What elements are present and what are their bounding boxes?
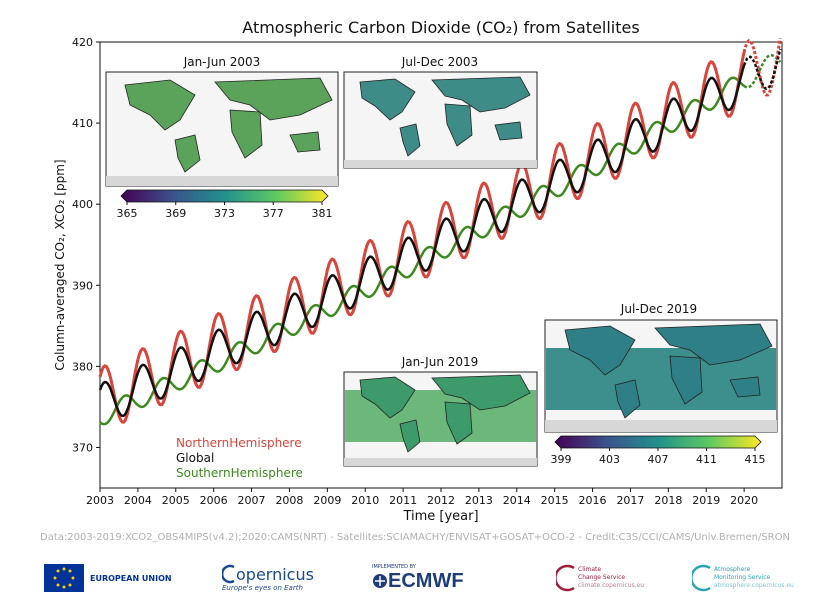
- y-tick-label: 390: [72, 279, 93, 292]
- copernicus-text: opernicus: [236, 564, 314, 584]
- x-tick-label: 2005: [162, 494, 190, 507]
- map-land: [359, 374, 531, 453]
- series-group: [98, 38, 782, 426]
- legend-entry-northern: NorthernHemisphere: [176, 436, 302, 450]
- legend-entry-southern: SouthernHemisphere: [176, 466, 303, 480]
- colorbar-tick-label: 369: [165, 207, 186, 220]
- legend-entry-global: Global: [176, 451, 214, 465]
- inset-title: Jan-Jun 2003: [183, 55, 261, 69]
- x-tick-label: 2014: [503, 494, 531, 507]
- x-tick-label: 2006: [200, 494, 228, 507]
- cams-line-1: Atmosphere: [714, 566, 751, 573]
- x-tick-label: 2004: [124, 494, 152, 507]
- legend: NorthernHemisphere Global SouthernHemisp…: [176, 436, 303, 480]
- colorbar-tick-label: 377: [263, 207, 284, 220]
- ecmwf-text: ECMWF: [388, 569, 464, 592]
- cams-line-2: Monitoring Service: [714, 574, 771, 581]
- series-line-nrt-global: [742, 48, 782, 91]
- y-tick-label: 420: [72, 36, 93, 49]
- cams-logo: Atmosphere Monitoring Service atmosphere…: [692, 556, 794, 600]
- y-axis-label: Column-averaged CO₂, XCO₂ [ppm]: [53, 159, 67, 370]
- x-tick-label: 2013: [465, 494, 493, 507]
- x-tick-label: 2011: [389, 494, 417, 507]
- colorbar-tick-label: 399: [551, 453, 572, 466]
- x-tick-label: 2007: [238, 494, 266, 507]
- inset-jan-jun-2019: Jan-Jun 2019: [343, 355, 538, 467]
- y-tick-label: 410: [72, 117, 93, 130]
- series-line-nrt-southernhemisphere: [743, 53, 782, 89]
- colorbar-tick-label: 415: [745, 453, 766, 466]
- colorbar-tick-label: 411: [696, 453, 717, 466]
- x-axis-label: Time [year]: [402, 509, 478, 524]
- colorbar-tick-label: 403: [599, 453, 620, 466]
- eu-logo: EUROPEAN UNION: [44, 556, 172, 600]
- colorbar-gradient: [120, 189, 329, 203]
- data-credit: Data:2003-2019:XCO2_OBS4MIPS(v4.2);2020:…: [40, 532, 790, 543]
- colorbar-gradient: [554, 435, 762, 449]
- colorbar-tick-label: 381: [312, 207, 333, 220]
- c3s-url: climate.copernicus.eu: [578, 582, 645, 589]
- inset-title: Jul-Dec 2003: [401, 55, 478, 69]
- ecmwf-logo: IMPLEMENTED BY ECMWF: [372, 556, 464, 600]
- x-tick-label: 2008: [275, 494, 303, 507]
- ecmwf-tagline: IMPLEMENTED BY: [372, 563, 416, 570]
- x-tick-label: 2016: [579, 494, 607, 507]
- x-tick-label: 2010: [351, 494, 379, 507]
- colorbar-2019: 399 403 407 411 415: [551, 435, 766, 466]
- map-antarctica: [106, 176, 338, 186]
- x-tick-label: 2012: [427, 494, 455, 507]
- c3s-line-1: Climate: [578, 566, 602, 573]
- chart-title: Atmospheric Carbon Dioxide (CO₂) from Sa…: [242, 18, 639, 37]
- inset-title: Jul-Dec 2019: [620, 302, 697, 316]
- co2-chart: Atmospheric Carbon Dioxide (CO₂) from Sa…: [53, 18, 783, 524]
- x-tick-label: 2003: [86, 494, 114, 507]
- y-axis: 370 380 390 400 410 420: [72, 36, 100, 454]
- c3s-mark-icon: [556, 564, 575, 592]
- x-tick-label: 2018: [654, 494, 682, 507]
- x-tick-label: 2009: [313, 494, 341, 507]
- map-antarctica: [344, 160, 537, 168]
- inset-title: Jan-Jun 2019: [401, 355, 479, 369]
- x-tick-label: 2015: [541, 494, 569, 507]
- inset-jul-dec-2019: Jul-Dec 2019 399 403 407 411 415: [544, 302, 778, 466]
- eu-logo-text: EUROPEAN UNION: [90, 573, 172, 583]
- y-tick-label: 400: [72, 198, 93, 211]
- map-land: [564, 323, 773, 419]
- map-land: [124, 77, 333, 173]
- colorbar-tick-label: 365: [117, 207, 138, 220]
- x-axis: 2003 2004 2005 2006 2007 2008 2009 2010 2011 2012…: [86, 488, 758, 507]
- y-tick-label: 370: [72, 441, 93, 454]
- ecmwf-mark-icon: [373, 574, 387, 588]
- x-tick-label: 2017: [616, 494, 644, 507]
- colorbar-tick-label: 407: [648, 453, 669, 466]
- copernicus-mark-icon: [222, 564, 235, 584]
- cams-url: atmosphere.copernicus.eu: [714, 582, 794, 589]
- map-land: [359, 76, 531, 157]
- copernicus-tagline: Europe's eyes on Earth: [222, 584, 303, 592]
- inset-jul-dec-2003: Jul-Dec 2003: [343, 55, 538, 169]
- eu-flag-icon: [44, 564, 84, 592]
- logo-bar: EUROPEAN UNION opernicus Europe's eyes o…: [0, 556, 829, 608]
- colorbar-2003: 365 369 373 377 381: [117, 189, 333, 220]
- map-antarctica: [545, 420, 777, 432]
- inset-jan-jun-2003: Jan-Jun 2003 365 369 373 377 381: [105, 55, 339, 220]
- series-line-global: [98, 64, 746, 418]
- c3s-line-2: Change Service: [578, 574, 626, 581]
- c3s-logo: Climate Change Service climate.copernicu…: [556, 556, 644, 600]
- x-tick-label: 2019: [692, 494, 720, 507]
- colorbar-tick-label: 373: [214, 207, 235, 220]
- cams-mark-icon: [692, 564, 711, 592]
- map-antarctica: [344, 458, 537, 466]
- x-tick-label: 2020: [730, 494, 758, 507]
- copernicus-logo: opernicus Europe's eyes on Earth: [222, 556, 314, 600]
- y-tick-label: 380: [72, 360, 93, 373]
